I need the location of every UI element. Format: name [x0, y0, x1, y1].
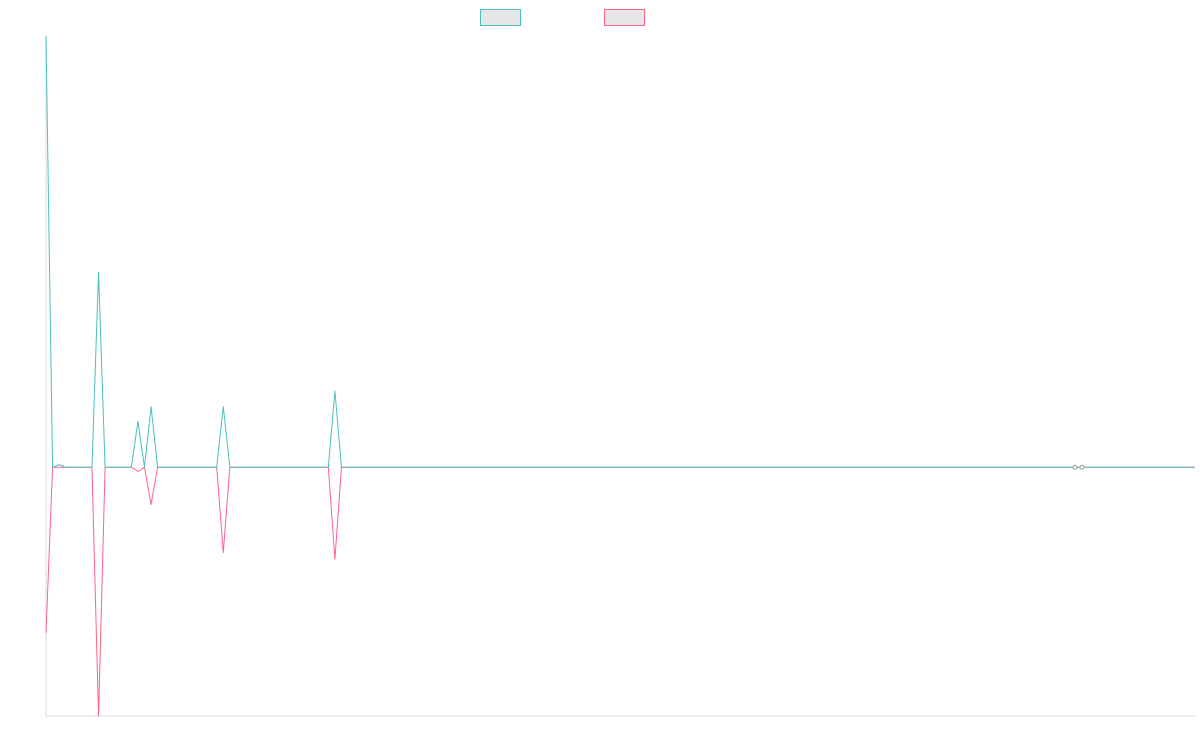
data-point-marker — [1079, 464, 1085, 470]
legend-item-series-1[interactable] — [480, 9, 521, 26]
legend-item-series-2[interactable] — [604, 9, 645, 26]
legend[interactable] — [480, 9, 645, 26]
series-2-line — [45, 466, 1195, 717]
legend-swatch[interactable] — [604, 9, 645, 26]
legend-swatch[interactable] — [480, 9, 521, 26]
series-lines — [45, 35, 1195, 717]
series-1-line — [45, 35, 1195, 468]
data-point-marker — [1072, 464, 1078, 470]
axes — [45, 36, 1195, 717]
